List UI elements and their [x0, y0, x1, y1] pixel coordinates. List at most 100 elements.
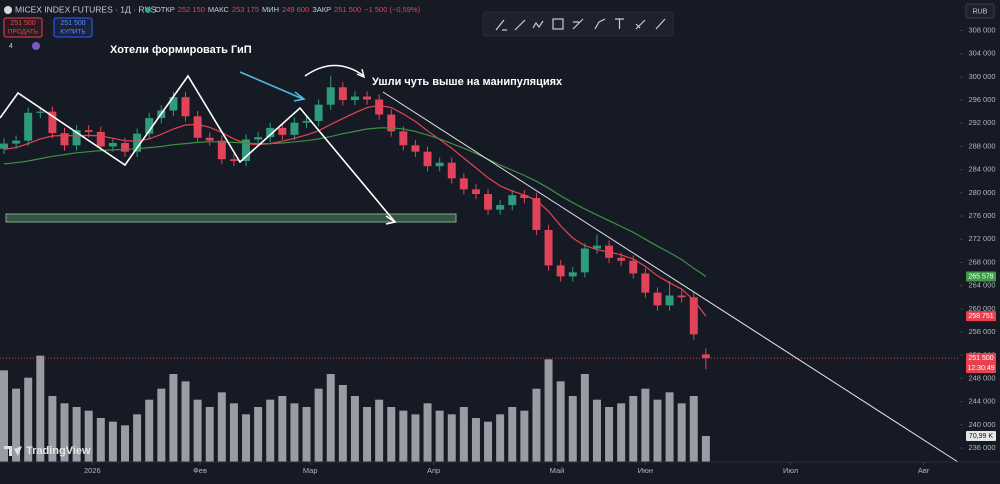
brand: TradingView [26, 445, 91, 457]
y-tick-label: 296 000 [968, 95, 995, 104]
volume-bar [108, 421, 117, 462]
tool-icon[interactable] [635, 19, 646, 30]
candle-body [568, 272, 577, 277]
candle-body [254, 137, 263, 140]
candle-body [641, 273, 650, 293]
candle-body [108, 142, 117, 147]
volume-bar [24, 377, 33, 462]
toolbar-icons [495, 18, 666, 31]
candle-body [508, 195, 517, 206]
candle-body [205, 137, 214, 141]
volume-bar [471, 418, 480, 462]
x-tick-label: Мар [303, 466, 318, 475]
candle-body [471, 189, 480, 195]
tool-icon[interactable] [495, 19, 507, 31]
candle-body [617, 257, 626, 261]
ohlc-text: 252 150 [178, 5, 205, 14]
price-badge [966, 271, 996, 282]
y-tick-label: 268 000 [968, 257, 995, 266]
ohlc-text: МИН [262, 5, 279, 14]
x-tick-label: Июл [783, 466, 798, 475]
y-tick-label: 308 000 [968, 25, 995, 34]
candle-body [544, 229, 553, 266]
volume-bar [665, 392, 674, 462]
scale-labels: 308 000 304 000 300 000 296 000 292 000 288 0… [84, 25, 996, 475]
tool-icon[interactable] [552, 18, 564, 30]
ohlc-legend: ОТКР 252 150 МАКС 253 175 МИН 249 600 ЗАКР 251 … [155, 5, 421, 14]
x-tick-label: Апр [427, 466, 440, 475]
icon[interactable] [32, 42, 40, 50]
arrow-head [356, 68, 366, 79]
ohlc-text: 253 175 [232, 5, 259, 14]
arrow-head [293, 91, 306, 102]
ohlc-text: МАКС [208, 5, 230, 14]
y-tick-label: 304 000 [968, 49, 995, 58]
tool-icon[interactable] [572, 18, 584, 30]
x-tick-label: Июн [638, 466, 653, 475]
candle-body [363, 96, 372, 100]
sell-price: 251 500 [10, 20, 35, 27]
sell-button[interactable] [3, 17, 43, 38]
tool-icon[interactable] [594, 18, 606, 30]
ohlc-text: ЗАКР [312, 5, 331, 14]
volume-bar [580, 374, 589, 462]
volume-bar [677, 403, 686, 462]
volume-bar [629, 396, 638, 462]
candle-body [181, 97, 190, 117]
indicator-count[interactable]: 4 [9, 43, 13, 50]
volume-badge [966, 430, 996, 441]
candle-body [24, 112, 33, 141]
support-zone [5, 213, 457, 223]
candle-body [338, 87, 347, 101]
tool-icon[interactable] [532, 20, 544, 29]
candle-body [435, 162, 444, 167]
candle-body [677, 295, 686, 298]
pattern-drawing [0, 74, 396, 223]
volume-bar [447, 414, 456, 462]
y-tick-label: 236 000 [968, 443, 995, 452]
volume-bar [229, 403, 238, 462]
status-dot [145, 7, 151, 13]
candle-body [689, 297, 698, 335]
tool-icon[interactable] [615, 18, 624, 29]
volume-bar [532, 388, 541, 462]
flag-icon [4, 6, 12, 14]
volume-bar [605, 407, 614, 462]
y-tick-label: 284 000 [968, 165, 995, 174]
buy-label: КУПИТЬ [60, 29, 86, 36]
tool-icon[interactable] [655, 18, 666, 30]
y-tick-label: 292 000 [968, 118, 995, 127]
candle-body [121, 142, 130, 152]
volume-bar [520, 410, 529, 462]
volume-bar [157, 388, 166, 462]
tool-icon[interactable] [514, 19, 526, 31]
curved-arrow [304, 64, 365, 77]
candle-body [665, 295, 674, 306]
candle-body [36, 111, 45, 113]
volume-bar [617, 403, 626, 462]
volume-bar [12, 388, 21, 462]
candle-body [520, 195, 529, 199]
volume-bar [242, 414, 251, 462]
candle-body [556, 265, 565, 277]
candle-body [532, 198, 541, 230]
volume-bar [568, 396, 577, 462]
candle-body [0, 143, 8, 149]
volume-bar [314, 388, 323, 462]
candle-body [629, 260, 638, 274]
currency-button[interactable] [965, 3, 995, 19]
volume-bar [508, 407, 517, 462]
candle-body [133, 133, 142, 152]
buy-button[interactable] [53, 17, 93, 38]
candle-body [653, 292, 662, 306]
volume-bar [326, 374, 335, 462]
currency: RUB [973, 8, 988, 15]
candle-body [169, 97, 178, 111]
y-tick-label: 260 000 [968, 304, 995, 313]
volume-bar [193, 399, 202, 462]
volume-bar [290, 403, 299, 462]
y-tick-label: 256 000 [968, 327, 995, 336]
candle-body [399, 131, 408, 146]
candle-body [229, 159, 238, 161]
